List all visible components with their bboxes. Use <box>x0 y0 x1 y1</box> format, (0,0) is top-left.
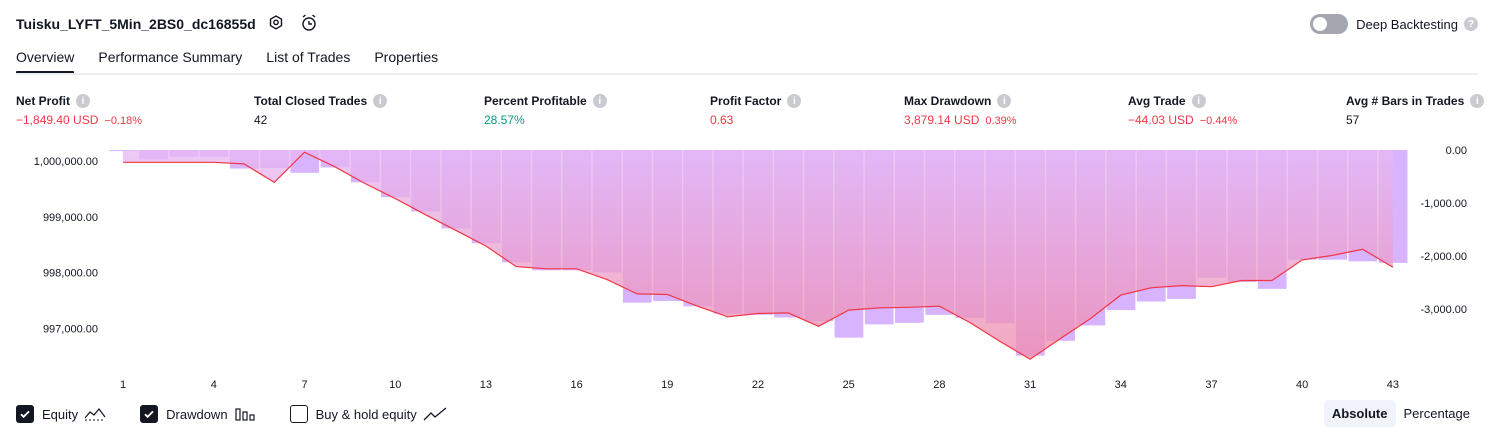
metric-value: 3,879.14 USD <box>904 113 980 127</box>
x-axis-tick: 4 <box>211 379 217 391</box>
strategy-header: Tuisku_LYFT_5Min_2BS0_dc16855d Deep Back… <box>0 0 1494 44</box>
tabs-divider <box>16 73 1478 75</box>
equity-area <box>123 150 1393 360</box>
settings-icon[interactable] <box>266 13 286 33</box>
metric-percent: −0.44% <box>1199 115 1238 127</box>
metric-avg-bars: Avg # Bars in Trades i 57 <box>1346 94 1485 127</box>
x-axis-tick: 1 <box>120 379 126 391</box>
help-icon[interactable]: ? <box>1464 17 1478 31</box>
checkbox-buy-hold[interactable] <box>289 405 308 423</box>
deep-backtesting: Deep Backtesting ? <box>1310 14 1478 34</box>
info-icon[interactable]: i <box>787 94 802 108</box>
legend-label: Buy & hold equity <box>315 406 417 422</box>
absolute-button[interactable]: Absolute <box>1323 400 1396 427</box>
x-axis-tick: 40 <box>1296 379 1308 391</box>
legend-label: Equity <box>42 406 79 422</box>
info-icon[interactable]: i <box>592 94 607 108</box>
alarm-add-icon[interactable] <box>299 13 319 33</box>
metric-label: Avg Trade <box>1128 94 1186 108</box>
metric-label: Percent Profitable <box>484 94 587 108</box>
legend-buy-hold[interactable]: Buy & hold equity <box>289 405 447 423</box>
bars-icon <box>234 406 256 422</box>
right-axis-tick: -2,000.00 <box>1421 251 1467 263</box>
x-axis-tick: 13 <box>480 379 492 391</box>
strategy-title: Tuisku_LYFT_5Min_2BS0_dc16855d <box>16 16 256 32</box>
equity-line <box>123 151 1394 360</box>
checkbox-equity[interactable] <box>16 405 34 423</box>
metric-label: Profit Factor <box>710 94 782 108</box>
metric-value: 0.63 <box>710 113 734 127</box>
metric-value: −44.03 USD <box>1128 113 1194 127</box>
metric-label: Net Profit <box>16 94 70 108</box>
x-axis-tick: 16 <box>570 379 582 391</box>
tab-overview[interactable]: Overview <box>16 46 75 74</box>
metric-value: 57 <box>1346 113 1360 127</box>
metric-total-closed-trades: Total Closed Trades i 42 <box>254 94 388 127</box>
legend-equity[interactable]: Equity <box>16 405 106 423</box>
tab-properties[interactable]: Properties <box>374 49 439 65</box>
x-axis-tick: 31 <box>1024 379 1036 391</box>
metric-value: 28.57% <box>484 113 525 127</box>
x-axis-tick: 28 <box>933 379 945 391</box>
metric-label: Max Drawdown <box>904 94 992 108</box>
left-axis-tick: 998,000.00 <box>43 268 98 280</box>
display-mode-switch: Absolute Percentage <box>1323 400 1478 427</box>
deep-backtesting-label: Deep Backtesting <box>1356 16 1458 32</box>
info-icon[interactable]: i <box>76 94 90 108</box>
metric-max-drawdown: Max Drawdown i 3,879.14 USD 0.39% <box>904 94 1017 127</box>
x-axis-tick: 10 <box>389 379 401 391</box>
x-axis-tick: 22 <box>752 379 764 391</box>
checkbox-drawdown[interactable] <box>140 405 159 423</box>
x-axis-tick: 34 <box>1115 379 1127 391</box>
chart-legend: Equity Drawdown Buy & hold equity <box>16 403 481 425</box>
right-axis-tick: 0.00 <box>1446 145 1467 157</box>
equity-drawdown-chart[interactable]: 1,000,000.00 999,000.00 998,000.00 997,000.… <box>0 140 1494 398</box>
x-axis-tick: 7 <box>301 379 307 391</box>
legend-label: Drawdown <box>166 406 228 422</box>
metric-avg-trade: Avg Trade i −44.03 USD −0.44% <box>1128 94 1237 127</box>
tab-performance-summary[interactable]: Performance Summary <box>98 49 243 65</box>
left-axis-tick: 1,000,000.00 <box>34 156 98 168</box>
tab-list-of-trades[interactable]: List of Trades <box>266 49 351 65</box>
x-axis-tick: 43 <box>1387 379 1399 391</box>
x-axis-tick: 19 <box>661 379 673 391</box>
info-icon[interactable]: i <box>1191 94 1206 108</box>
metric-percent: −0.18% <box>104 115 143 127</box>
toggle-knob <box>1313 17 1328 31</box>
line-chart-icon <box>423 406 447 422</box>
percentage-button[interactable]: Percentage <box>1403 406 1471 421</box>
legend-drawdown[interactable]: Drawdown <box>140 405 255 423</box>
deep-backtesting-toggle[interactable] <box>1310 14 1349 34</box>
metric-label: Avg # Bars in Trades <box>1346 94 1465 108</box>
area-line-icon <box>84 406 106 422</box>
right-axis-tick: -3,000.00 <box>1421 304 1467 316</box>
metric-value: 42 <box>254 113 268 127</box>
x-axis-tick: 25 <box>843 379 855 391</box>
right-axis-tick: -1,000.00 <box>1421 198 1467 210</box>
metric-percent-profitable: Percent Profitable i 28.57% <box>484 94 607 127</box>
tab-bar: Overview Performance Summary List of Tra… <box>16 46 438 74</box>
info-icon[interactable]: i <box>997 94 1012 108</box>
metric-percent: 0.39% <box>985 115 1017 127</box>
info-icon[interactable]: i <box>1470 94 1485 108</box>
metric-label: Total Closed Trades <box>254 94 368 108</box>
info-icon[interactable]: i <box>373 94 388 108</box>
x-axis-tick: 37 <box>1205 379 1217 391</box>
left-axis-tick: 997,000.00 <box>43 324 98 336</box>
metric-profit-factor: Profit Factor i 0.63 <box>710 94 802 127</box>
metric-net-profit: Net Profit i −1,849.40 USD −0.18% <box>16 94 142 127</box>
left-axis-tick: 999,000.00 <box>43 212 98 224</box>
metric-value: −1,849.40 USD <box>16 113 99 127</box>
